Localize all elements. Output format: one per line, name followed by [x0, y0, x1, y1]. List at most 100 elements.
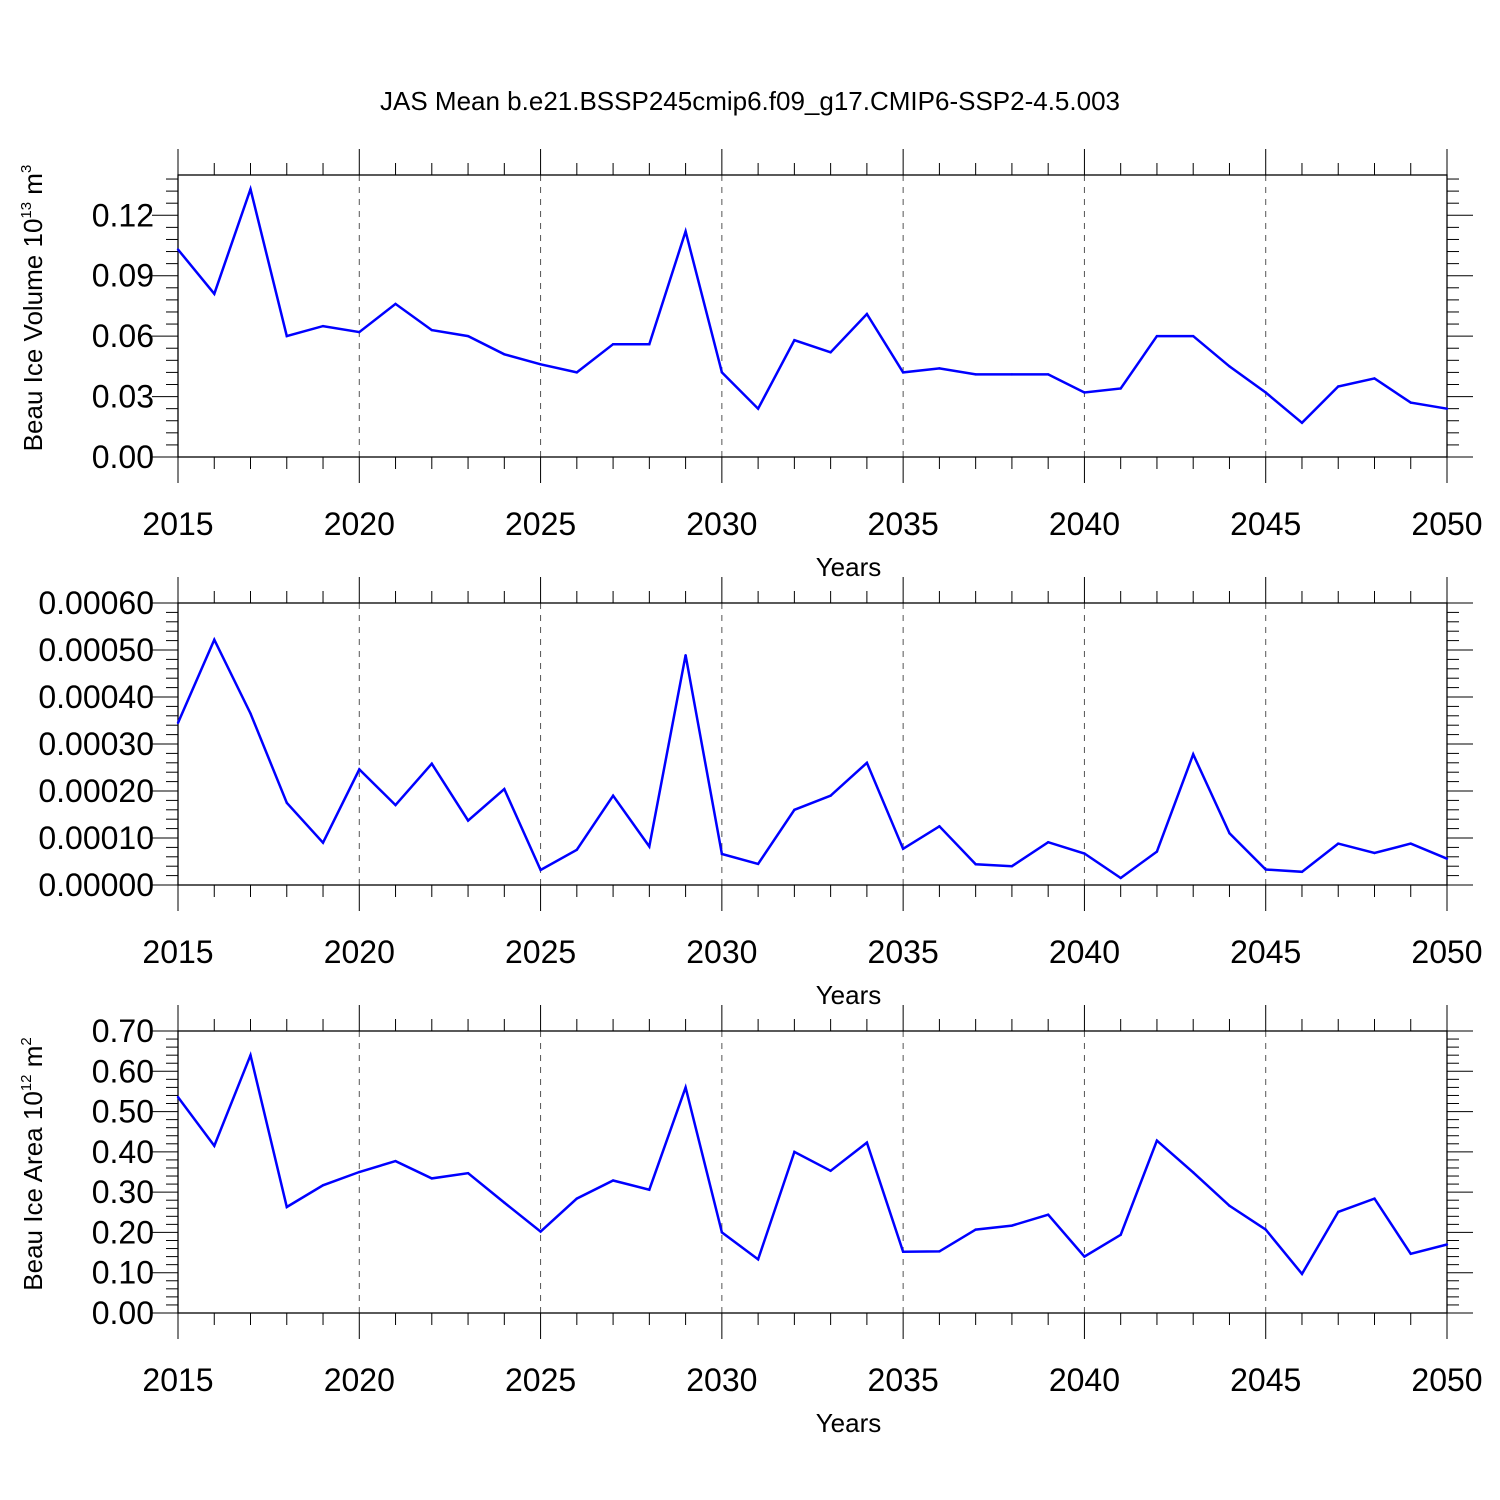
data-point: [1409, 401, 1412, 404]
data-point: [1192, 334, 1195, 338]
plot-frame: [177, 602, 1448, 886]
data-point: [430, 1177, 433, 1180]
data-point: [176, 721, 180, 725]
y-tick-label: 0.03: [92, 379, 154, 415]
series-line: [176, 1051, 1448, 1277]
data-point: [756, 1258, 760, 1261]
y-tick-label: 0.09: [92, 258, 154, 294]
data-point: [1409, 842, 1412, 845]
data-point: [575, 1197, 579, 1200]
x-tick-label: 2025: [505, 506, 576, 542]
data-point: [1119, 876, 1122, 880]
y-tick-label: 0.00: [92, 439, 154, 475]
data-point: [1373, 851, 1376, 855]
data-point: [176, 248, 180, 251]
data-point: [539, 1230, 542, 1233]
data-point: [1046, 373, 1050, 376]
y-tick-label: 0.00030: [38, 726, 154, 762]
y-tick-label: 0.12: [92, 197, 154, 233]
x-tick-label: 2050: [1411, 506, 1482, 542]
data-point: [901, 371, 905, 374]
x-tick-label: 2035: [868, 1362, 939, 1398]
x-tick-label: 2035: [868, 934, 939, 970]
data-point: [176, 1095, 180, 1099]
panel-1: 2015 2020 2025 2030 2035 2040 2045 2050 0.00 0.03…: [18, 149, 1483, 582]
x-tick-label: 2020: [324, 1362, 395, 1398]
data-point: [648, 845, 651, 848]
data-point: [648, 1188, 651, 1191]
data-point: [213, 1144, 216, 1148]
data-point: [394, 302, 397, 306]
x-tick-label: 2045: [1230, 506, 1301, 542]
data-point: [539, 363, 542, 366]
x-tick-label: 2045: [1230, 1362, 1301, 1398]
data-point: [1046, 841, 1050, 844]
data-point: [974, 1228, 977, 1231]
data-point: [466, 1172, 470, 1175]
x-tick-label: 2025: [505, 934, 576, 970]
data-point: [1083, 852, 1086, 855]
data-point: [321, 1184, 325, 1187]
y-tick-label: 0.10: [92, 1255, 154, 1291]
y-tick-label: 0.30: [92, 1174, 154, 1210]
data-point: [1445, 1243, 1449, 1246]
panels: 2015 2020 2025 2030 2035 2040 2045 2050 0.00 0.03…: [18, 149, 1483, 1438]
data-point: [720, 371, 724, 374]
data-point: [213, 638, 216, 641]
y-tick-label: 0.50: [92, 1094, 154, 1130]
series-line: [176, 636, 1448, 880]
data-point: [503, 787, 506, 791]
y-axis-label: Beau Ice Area 1012 m2: [18, 1037, 48, 1290]
data-point: [829, 351, 832, 354]
data-point: [865, 312, 869, 316]
x-tick-label: 2025: [505, 1362, 576, 1398]
data-point: [1264, 391, 1267, 394]
data-point: [684, 653, 687, 657]
data-point: [358, 768, 361, 771]
x-tick-label: 2020: [324, 506, 395, 542]
data-point: [684, 230, 687, 233]
data-point: [1010, 1224, 1014, 1227]
x-tick-label: 2015: [142, 506, 213, 542]
y-tick-label: 0.60: [92, 1053, 154, 1089]
y-tick-label: 0.06: [92, 318, 154, 354]
data-point: [249, 1053, 252, 1057]
data-point: [829, 794, 832, 797]
data-point: [1083, 1255, 1086, 1258]
data-point: [285, 334, 288, 338]
data-point: [1373, 1197, 1376, 1200]
x-tick-label: 2040: [1049, 934, 1120, 970]
data-point: [1337, 842, 1340, 845]
data-point: [1445, 857, 1449, 860]
x-tick-label: 2050: [1411, 934, 1482, 970]
data-point: [1119, 1233, 1122, 1237]
x-axis-label: Years: [816, 980, 882, 1010]
data-point: [358, 330, 361, 334]
data-point: [756, 407, 760, 410]
y-tick-label: 0.20: [92, 1214, 154, 1250]
data-point: [1300, 1272, 1304, 1276]
data-point: [1010, 865, 1014, 868]
panel-2: 2015 2020 2025 2030 2035 2040 2045 2050 0.00000 0…: [38, 577, 1483, 1010]
data-point: [1409, 1252, 1412, 1255]
data-point: [1228, 365, 1231, 368]
y-tick-label: 0.00050: [38, 632, 154, 668]
data-point: [321, 841, 325, 844]
data-point: [430, 328, 433, 332]
data-point: [938, 367, 941, 370]
data-point: [611, 794, 615, 797]
data-point: [756, 862, 760, 866]
data-point: [1083, 391, 1086, 394]
data-point: [213, 292, 216, 296]
y-axis-label: Beau Ice Volume 1013 m3: [18, 165, 48, 452]
x-axis-label: Years: [816, 1408, 882, 1438]
x-tick-label: 2015: [142, 934, 213, 970]
series-line: [177, 184, 1448, 425]
data-point: [1046, 1213, 1050, 1216]
data-point: [720, 1231, 724, 1234]
data-point: [1445, 407, 1449, 410]
data-point: [1264, 1228, 1267, 1231]
data-point: [503, 1201, 506, 1204]
x-tick-label: 2050: [1411, 1362, 1482, 1398]
